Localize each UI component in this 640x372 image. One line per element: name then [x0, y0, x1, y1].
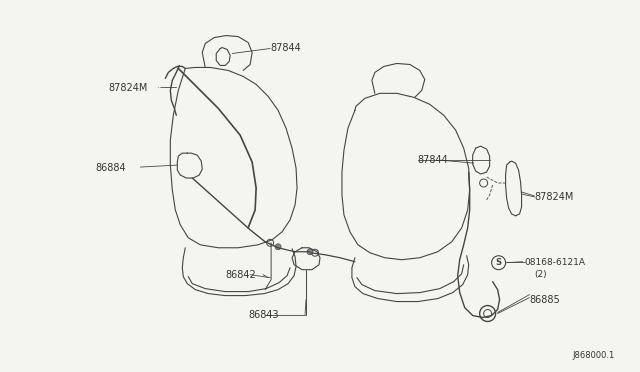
Text: (2): (2) — [534, 270, 547, 279]
Text: 87844: 87844 — [270, 42, 301, 52]
Circle shape — [275, 244, 281, 250]
Text: 87824M: 87824M — [108, 83, 148, 93]
Text: 86843: 86843 — [248, 310, 279, 320]
Text: 86842: 86842 — [225, 270, 256, 280]
Text: 86885: 86885 — [529, 295, 560, 305]
Text: S: S — [495, 258, 502, 267]
Text: 87824M: 87824M — [534, 192, 574, 202]
Text: 86884: 86884 — [95, 163, 126, 173]
Text: 87844: 87844 — [418, 155, 449, 165]
Text: J868000.1: J868000.1 — [572, 352, 614, 360]
Text: 08168-6121A: 08168-6121A — [525, 258, 586, 267]
Circle shape — [307, 249, 313, 255]
